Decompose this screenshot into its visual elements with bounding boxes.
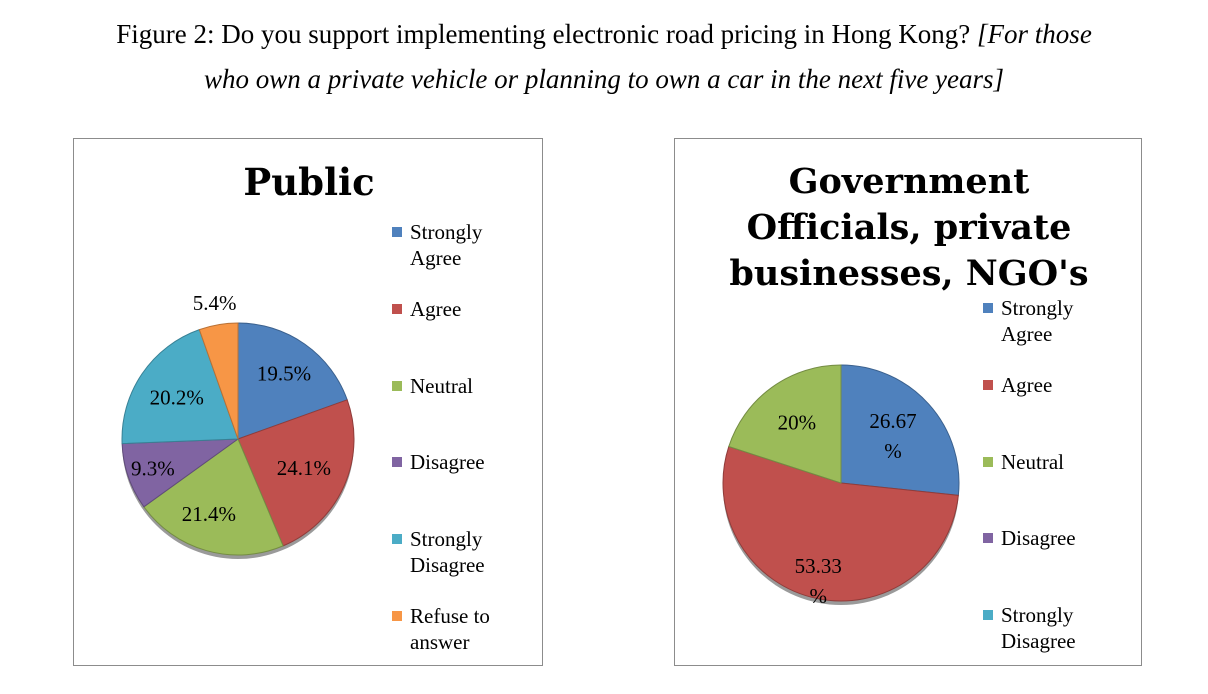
legend-swatch xyxy=(392,457,402,468)
pie-slice-strongly-agree xyxy=(840,364,960,496)
legend-label: Strongly Disagree xyxy=(410,527,485,578)
legend-label: Agree xyxy=(410,296,462,321)
chart-panel-public: Public 19.5% 24.1% 21.4% 9.3% 20.2% 5.4% Stro… xyxy=(73,138,543,666)
chart-title-government: Government Officials, private businesses… xyxy=(675,159,1143,297)
figure-title-italic-1: [For those xyxy=(977,19,1092,49)
chart-title-line-2: Officials, private xyxy=(746,207,1072,248)
pie-label-strongly-agree: 26.67% xyxy=(869,409,916,463)
chart-panel-government: Government Officials, private businesses… xyxy=(674,138,1142,666)
legend-label: Disagree xyxy=(1001,526,1076,551)
pie-slice-refuse-to-answer xyxy=(198,322,239,440)
pie-label-strongly-agree: 19.5% xyxy=(257,362,311,386)
legend-swatch xyxy=(392,227,402,237)
chart-title-public: Public xyxy=(243,160,375,204)
chart-title-line-3: businesses, NGO's xyxy=(729,253,1089,294)
legend-label: Refuse to answer xyxy=(410,603,490,654)
figure-title-italic-2: who own a private vehicle or planning to… xyxy=(203,64,1005,94)
legend-swatch xyxy=(983,303,993,313)
legend-label: Strongly Disagree xyxy=(1001,603,1076,654)
legend-label: Agree xyxy=(1001,372,1053,397)
legend-label: Disagree xyxy=(410,450,485,475)
legend-label: Neutral xyxy=(410,373,473,398)
pie-slice-strongly-agree xyxy=(237,322,348,440)
pie-label-neutral: 21.4% xyxy=(182,502,236,526)
legend-swatch xyxy=(983,533,993,544)
pie-slice-neutral xyxy=(143,438,284,556)
legend-label: Strongly Agree xyxy=(410,220,483,270)
figure-title: Figure 2: Do you support implementing el… xyxy=(0,12,1208,102)
pie-slice-agree xyxy=(237,399,355,547)
chart-title-line-1: Government xyxy=(788,161,1030,202)
pie-label-strongly-disagree: 20.2% xyxy=(150,385,204,409)
legend-label: Strongly Agree xyxy=(1001,296,1074,346)
pie-chart-government: 26.67 % 53.33 % 20% xyxy=(722,364,960,608)
pie-label-disagree: 9.3% xyxy=(131,456,175,480)
figure-title-text: Figure 2: Do you support implementing el… xyxy=(116,19,978,49)
legend-swatch xyxy=(392,610,402,621)
pie-label-agree: 24.1% xyxy=(277,456,331,480)
pie-slice-neutral xyxy=(728,364,842,484)
legend-swatch xyxy=(983,379,993,390)
legend-swatch xyxy=(392,303,402,314)
legend-swatch xyxy=(983,456,993,467)
legend-swatch xyxy=(392,534,402,545)
pie-slice-agree xyxy=(722,445,959,602)
legend-swatch xyxy=(983,610,993,621)
legend-label: Neutral xyxy=(1001,449,1064,474)
pie-chart-public: 19.5% 24.1% 21.4% 9.3% 20.2% 5.4% xyxy=(121,291,355,559)
pie-label-neutral: 20% xyxy=(778,410,817,434)
figure-title-line-1: Figure 2: Do you support implementing el… xyxy=(0,12,1208,57)
pie-label-refuse-to-answer: 5.4% xyxy=(193,291,237,315)
pie-label-agree: 53.33% xyxy=(795,554,842,608)
legend-swatch xyxy=(392,380,402,391)
